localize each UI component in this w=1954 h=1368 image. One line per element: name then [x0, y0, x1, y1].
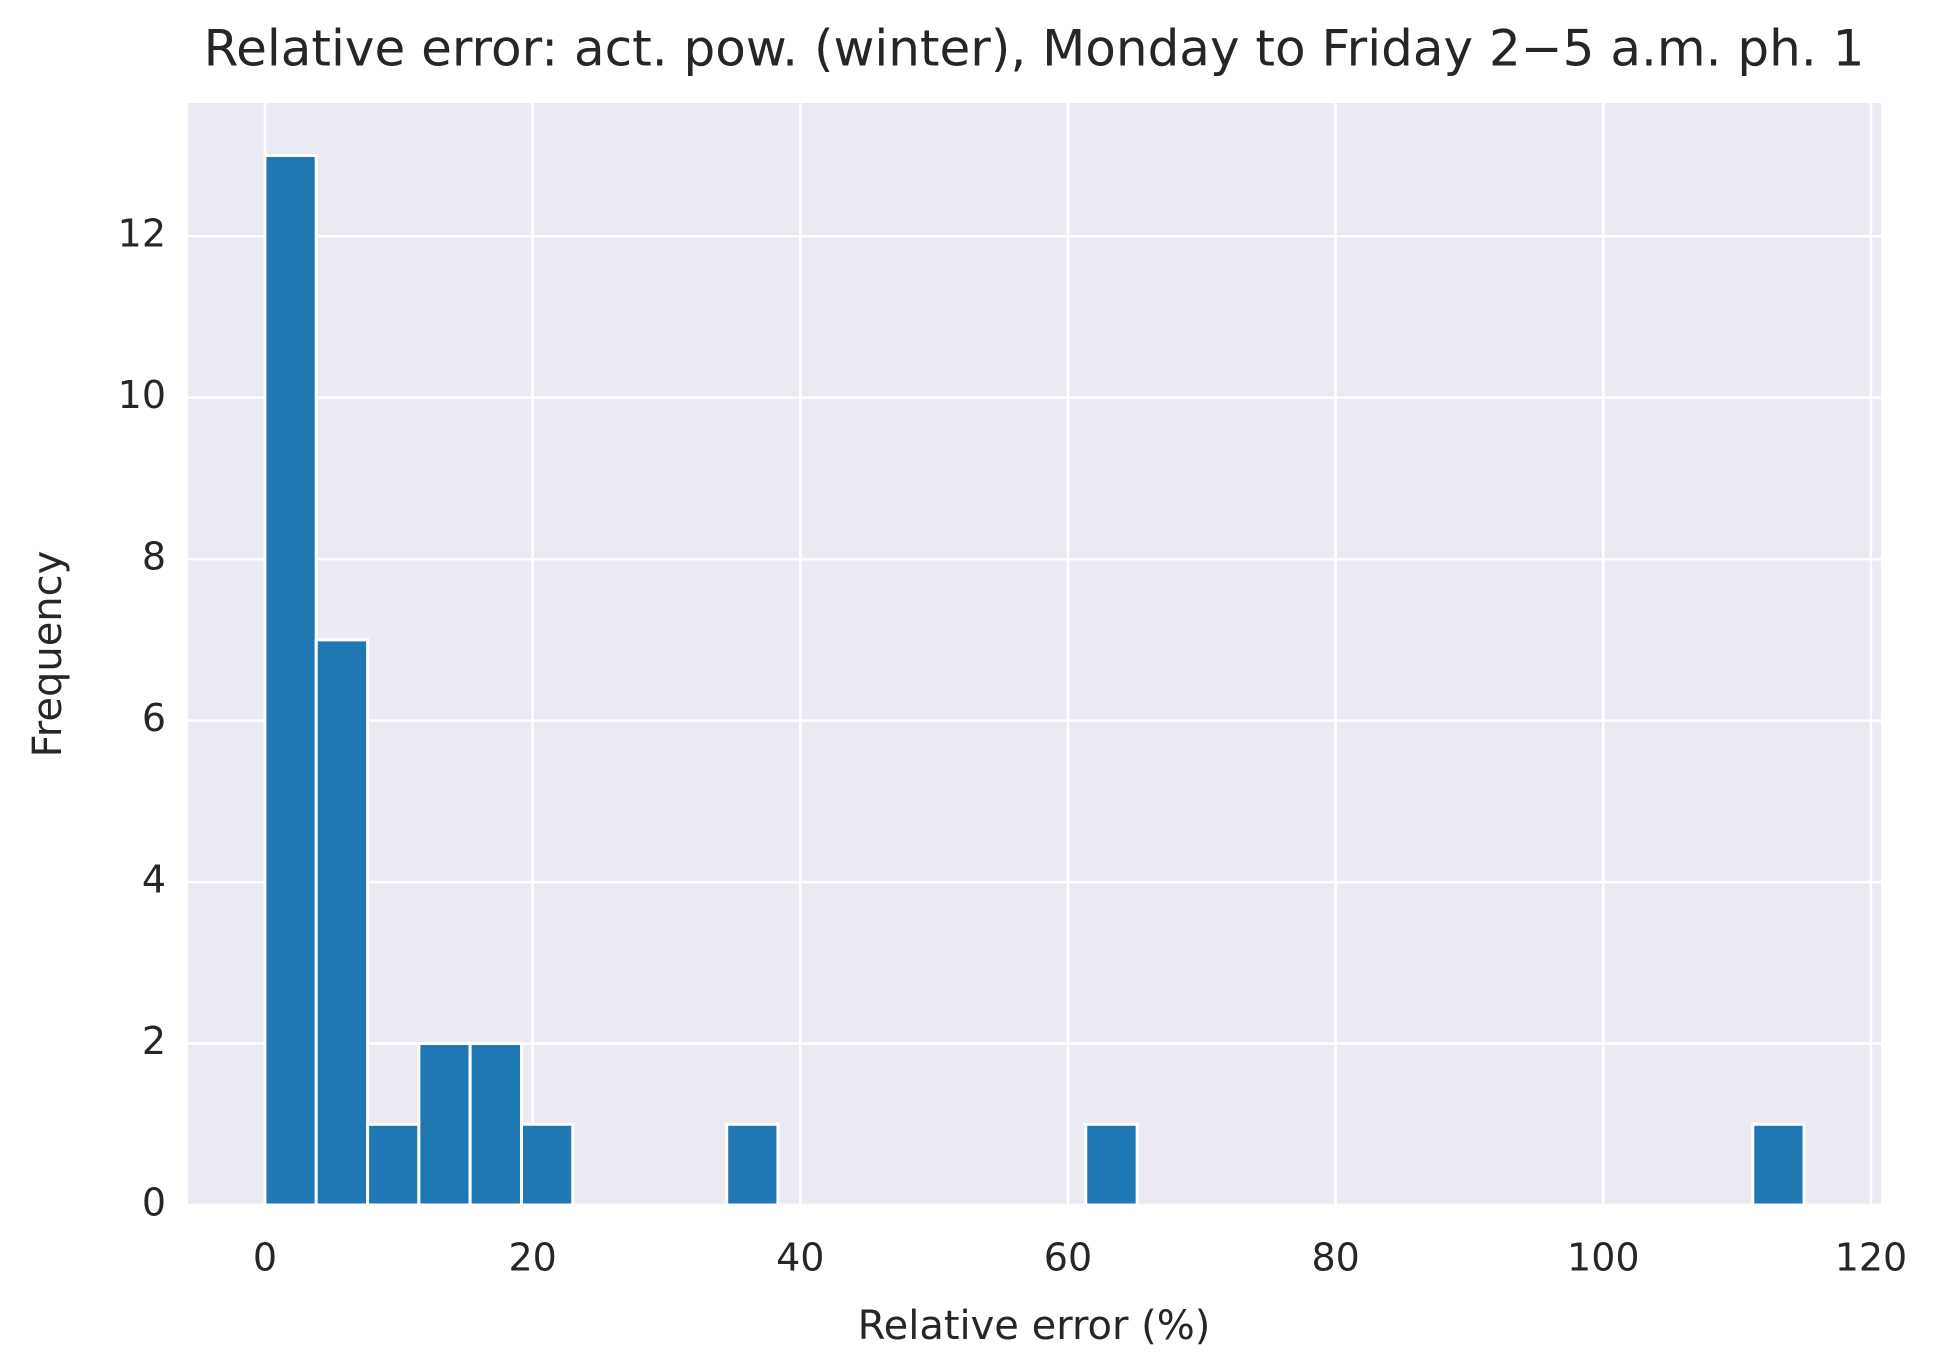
- y-axis-label: Frequency: [25, 551, 71, 758]
- y-tick-label: 4: [142, 858, 166, 902]
- bar: [1084, 1122, 1139, 1207]
- y-tick-label: 6: [142, 696, 166, 740]
- grid: [188, 103, 1881, 1207]
- y-tick-label: 10: [118, 373, 166, 417]
- x-axis-label: Relative error (%): [858, 1303, 1211, 1349]
- bar: [366, 1122, 421, 1207]
- x-tick-label: 100: [1567, 1236, 1640, 1280]
- bar: [314, 638, 370, 1207]
- x-tick-label: 20: [508, 1236, 556, 1280]
- bar: [1751, 1122, 1806, 1207]
- bar: [520, 1122, 575, 1207]
- bar: [468, 1042, 524, 1207]
- x-tick-label: 80: [1311, 1236, 1359, 1280]
- bars: [263, 153, 1806, 1207]
- bar: [417, 1042, 472, 1207]
- y-tick-label: 0: [142, 1181, 166, 1225]
- bar: [725, 1122, 780, 1207]
- x-tick-label: 40: [776, 1236, 824, 1280]
- x-tick-label: 60: [1044, 1236, 1092, 1280]
- chart-title: Relative error: act. pow. (winter), Mond…: [204, 20, 1865, 78]
- y-tick-label: 8: [142, 535, 166, 579]
- x-tick-label: 0: [253, 1236, 277, 1280]
- x-tick-label: 120: [1835, 1236, 1908, 1280]
- bar: [263, 153, 318, 1207]
- y-tick-label: 2: [142, 1019, 166, 1063]
- y-tick-label: 12: [118, 212, 166, 256]
- plot-background: [188, 103, 1881, 1205]
